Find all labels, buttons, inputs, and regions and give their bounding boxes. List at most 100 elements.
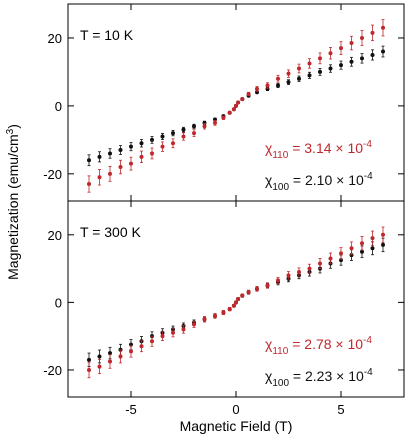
chi-subscript: 100 <box>272 182 289 193</box>
data-point <box>118 165 123 170</box>
chi-value: = 3.14 × 10 <box>288 140 363 156</box>
data-point <box>349 246 354 251</box>
data-point <box>234 300 238 305</box>
susceptibility-label: χ110 = 3.14 × 10-4 <box>265 139 372 161</box>
series-0 <box>87 45 385 167</box>
chi-exponent: -4 <box>364 367 373 378</box>
data-point <box>192 124 196 129</box>
data-point <box>307 73 312 78</box>
data-point <box>129 161 133 166</box>
data-point <box>339 63 343 68</box>
data-point <box>227 307 232 312</box>
data-point <box>97 175 102 180</box>
susceptibility-label: χ110 = 2.78 × 10-4 <box>265 335 372 357</box>
data-point <box>246 290 251 295</box>
data-point <box>87 357 91 362</box>
data-point <box>150 137 154 142</box>
data-point <box>349 41 354 46</box>
data-point <box>381 242 385 247</box>
chi-symbol: χ <box>265 368 273 384</box>
data-point <box>360 241 364 246</box>
data-point <box>318 261 322 266</box>
data-point <box>318 69 322 74</box>
data-point <box>227 110 232 115</box>
chi-subscript: 110 <box>272 346 288 357</box>
data-point <box>231 107 236 112</box>
data-point <box>171 141 175 146</box>
y-tick-label: -20 <box>43 363 62 378</box>
data-point <box>370 52 375 57</box>
data-point <box>150 339 154 344</box>
data-point <box>213 313 217 318</box>
data-point <box>381 232 385 237</box>
y-axis-label-end: ) <box>5 124 21 129</box>
data-point <box>276 83 280 88</box>
y-tick-label: 20 <box>48 31 62 46</box>
data-point <box>339 46 343 51</box>
data-point <box>181 327 186 332</box>
data-point <box>87 182 91 187</box>
data-point <box>181 134 186 139</box>
data-point <box>87 367 91 372</box>
x-tick-label: -5 <box>125 402 137 417</box>
data-point <box>339 251 343 256</box>
data-point <box>240 97 245 102</box>
data-point <box>307 266 312 271</box>
temperature-annotation: T = 10 K <box>80 27 134 43</box>
chi-exponent: -4 <box>363 139 372 150</box>
series-1 <box>87 226 385 379</box>
data-point <box>108 151 112 156</box>
data-point <box>160 144 165 149</box>
data-point <box>297 66 301 71</box>
y-tick-label: 0 <box>55 99 62 114</box>
chi-value: = 2.10 × 10 <box>289 172 364 188</box>
data-point <box>328 51 333 56</box>
data-point <box>286 273 291 278</box>
chi-subscript: 100 <box>272 378 289 389</box>
data-point <box>171 131 175 136</box>
data-point <box>328 66 333 71</box>
data-point <box>87 158 91 163</box>
y-axis-label: Magnetization (emu/cm3) <box>5 124 21 280</box>
chi-subscript: 110 <box>272 150 288 161</box>
data-point <box>236 297 241 301</box>
data-point <box>118 354 123 359</box>
data-point <box>286 80 291 85</box>
susceptibility-label: χ100 = 2.23 × 10-4 <box>265 367 373 389</box>
data-point <box>129 144 133 149</box>
chi-exponent: -4 <box>364 171 373 182</box>
data-point <box>213 120 217 125</box>
y-axis-label-text: Magnetization (emu/cm <box>5 134 21 280</box>
x-tick-label: 0 <box>232 402 239 417</box>
data-point <box>160 334 165 339</box>
data-point <box>360 56 364 61</box>
data-point <box>150 151 154 156</box>
data-point <box>139 141 144 146</box>
chi-symbol: χ <box>265 336 273 352</box>
data-point <box>318 56 322 61</box>
data-point <box>97 354 102 359</box>
data-point <box>234 103 238 108</box>
data-point <box>192 322 196 327</box>
data-point <box>231 303 236 308</box>
data-point <box>297 76 301 81</box>
chi-value: = 2.78 × 10 <box>288 336 363 352</box>
data-point <box>118 148 123 153</box>
data-point <box>381 25 385 30</box>
chi-value: = 2.23 × 10 <box>289 368 364 384</box>
data-point <box>349 59 354 64</box>
y-tick-label: -20 <box>43 167 62 182</box>
data-point <box>236 100 241 105</box>
data-point <box>139 154 144 159</box>
data-point <box>139 344 144 349</box>
data-point <box>202 317 207 322</box>
data-point <box>221 115 226 120</box>
data-point <box>276 76 280 81</box>
y-tick-label: 20 <box>48 228 62 243</box>
data-point <box>265 283 270 288</box>
temperature-annotation: T = 300 K <box>80 224 142 240</box>
data-point <box>328 256 333 261</box>
data-point <box>370 30 375 35</box>
